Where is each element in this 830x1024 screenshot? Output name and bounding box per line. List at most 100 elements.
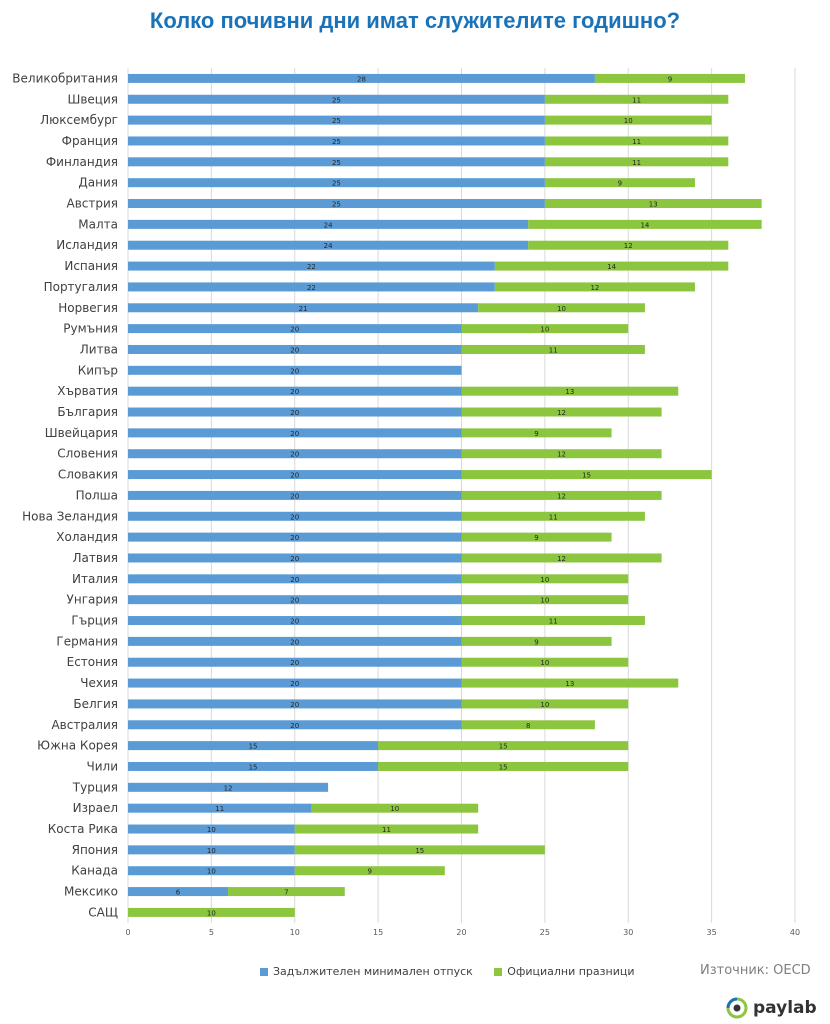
bar-holidays — [461, 407, 662, 417]
category-label: Исландия — [56, 238, 118, 252]
category-label: Малта — [78, 217, 118, 231]
data-label-holidays: 15 — [499, 743, 508, 751]
bar-mandatory — [128, 136, 545, 146]
bar-holidays — [461, 657, 629, 667]
data-label-holidays: 15 — [582, 472, 591, 480]
bar-holidays — [378, 741, 629, 751]
bar-mandatory — [128, 657, 462, 667]
bar-holidays — [461, 344, 645, 354]
data-label-holidays: 11 — [632, 138, 641, 146]
stacked-bar-chart: 0 5 10 15 20 25 30 35 40 Великобритания 28 9 Швеция 2… — [12, 68, 800, 937]
legend: Задължителен минимален отпуск Официални … — [260, 965, 652, 979]
data-label-holidays: 10 — [540, 701, 549, 709]
bar-mandatory — [128, 324, 462, 334]
bar-mandatory — [128, 845, 295, 855]
category-label: Португалия — [44, 280, 118, 294]
bar-holidays — [461, 595, 629, 605]
bar-holidays — [461, 324, 629, 334]
bar-mandatory — [128, 219, 529, 229]
category-label: Швейцария — [45, 426, 118, 440]
bar-mandatory — [128, 157, 545, 167]
bar-holidays — [461, 532, 612, 542]
data-label-mandatory: 20 — [290, 346, 299, 354]
category-label: Люксембург — [40, 113, 118, 127]
bar-mandatory — [128, 616, 462, 626]
bar-mandatory — [128, 553, 462, 563]
bar-mandatory — [128, 386, 462, 396]
bar-holidays — [294, 824, 479, 834]
data-label-mandatory: 22 — [307, 263, 316, 271]
data-label-holidays: 10 — [540, 659, 549, 667]
bar-holidays — [461, 490, 662, 500]
bar-holidays — [544, 157, 729, 167]
category-label: Коста Рика — [48, 822, 118, 836]
data-label-mandatory: 20 — [290, 409, 299, 417]
bar-mandatory — [128, 636, 462, 646]
category-label: Великобритания — [12, 71, 118, 85]
bar-holidays — [461, 553, 662, 563]
data-label-mandatory: 25 — [332, 96, 341, 104]
category-label: България — [57, 405, 118, 419]
bar-holidays — [544, 199, 762, 209]
bar-mandatory — [128, 282, 495, 292]
category-label: Норвегия — [58, 301, 118, 315]
source-note: Източник: OECD — [700, 963, 811, 978]
data-label-holidays: 7 — [284, 889, 288, 897]
category-label: Франция — [62, 134, 118, 148]
data-label-mandatory: 20 — [290, 722, 299, 730]
data-label-holidays: 10 — [540, 326, 549, 334]
data-label-mandatory: 20 — [290, 472, 299, 480]
data-label-holidays: 8 — [526, 722, 530, 730]
bar-holidays — [461, 511, 645, 521]
bar-holidays — [478, 303, 645, 313]
data-label-mandatory: 10 — [207, 868, 216, 876]
data-label-mandatory: 20 — [290, 326, 299, 334]
category-label: САЩ — [88, 905, 118, 919]
category-label: Канада — [71, 864, 118, 878]
bar-holidays — [544, 115, 712, 125]
category-label: Кипър — [78, 363, 118, 377]
bar-mandatory — [128, 720, 462, 730]
data-label-mandatory: 20 — [290, 451, 299, 459]
x-tick-label: 35 — [707, 928, 717, 937]
bar-mandatory — [128, 782, 329, 792]
bar-holidays — [461, 636, 612, 646]
bar-mandatory — [128, 94, 545, 104]
eye-icon — [726, 997, 748, 1019]
bar-holidays — [294, 866, 445, 876]
bar-mandatory — [128, 741, 379, 751]
bar-mandatory — [128, 574, 462, 584]
data-label-mandatory: 20 — [290, 513, 299, 521]
data-label-holidays: 11 — [382, 826, 391, 834]
bar-holidays — [544, 178, 695, 188]
legend-item-holidays: Официални празници — [494, 965, 634, 978]
data-label-mandatory: 10 — [207, 847, 216, 855]
bar-holidays — [461, 428, 612, 438]
x-tick-label: 25 — [540, 928, 550, 937]
category-label: Швеция — [68, 92, 118, 106]
data-label-mandatory: 25 — [332, 159, 341, 167]
data-label-mandatory: 24 — [324, 242, 333, 250]
bar-mandatory — [128, 449, 462, 459]
bar-holidays — [311, 803, 479, 813]
data-label-mandatory: 20 — [290, 701, 299, 709]
data-label-holidays: 12 — [624, 242, 633, 250]
data-label-holidays: 11 — [549, 513, 558, 521]
bar-holidays — [378, 761, 629, 771]
data-label-holidays: 9 — [534, 534, 538, 542]
data-label-holidays: 14 — [640, 221, 649, 229]
x-tick-label: 40 — [790, 928, 800, 937]
bar-holidays — [494, 261, 729, 271]
chart-title: Колко почивни дни имат служителите годиш… — [149, 8, 681, 33]
data-label-mandatory: 21 — [299, 305, 308, 313]
bar-holidays — [461, 449, 662, 459]
bar-holidays — [128, 907, 295, 917]
data-label-mandatory: 28 — [357, 75, 366, 83]
data-label-holidays: 11 — [632, 96, 641, 104]
data-label-holidays: 10 — [540, 597, 549, 605]
bar-mandatory — [128, 261, 495, 271]
bar-mandatory — [128, 428, 462, 438]
legend-item-mandatory: Задължителен минимален отпуск — [260, 965, 473, 978]
x-tick-label: 5 — [209, 928, 214, 937]
bar-mandatory — [128, 365, 462, 375]
